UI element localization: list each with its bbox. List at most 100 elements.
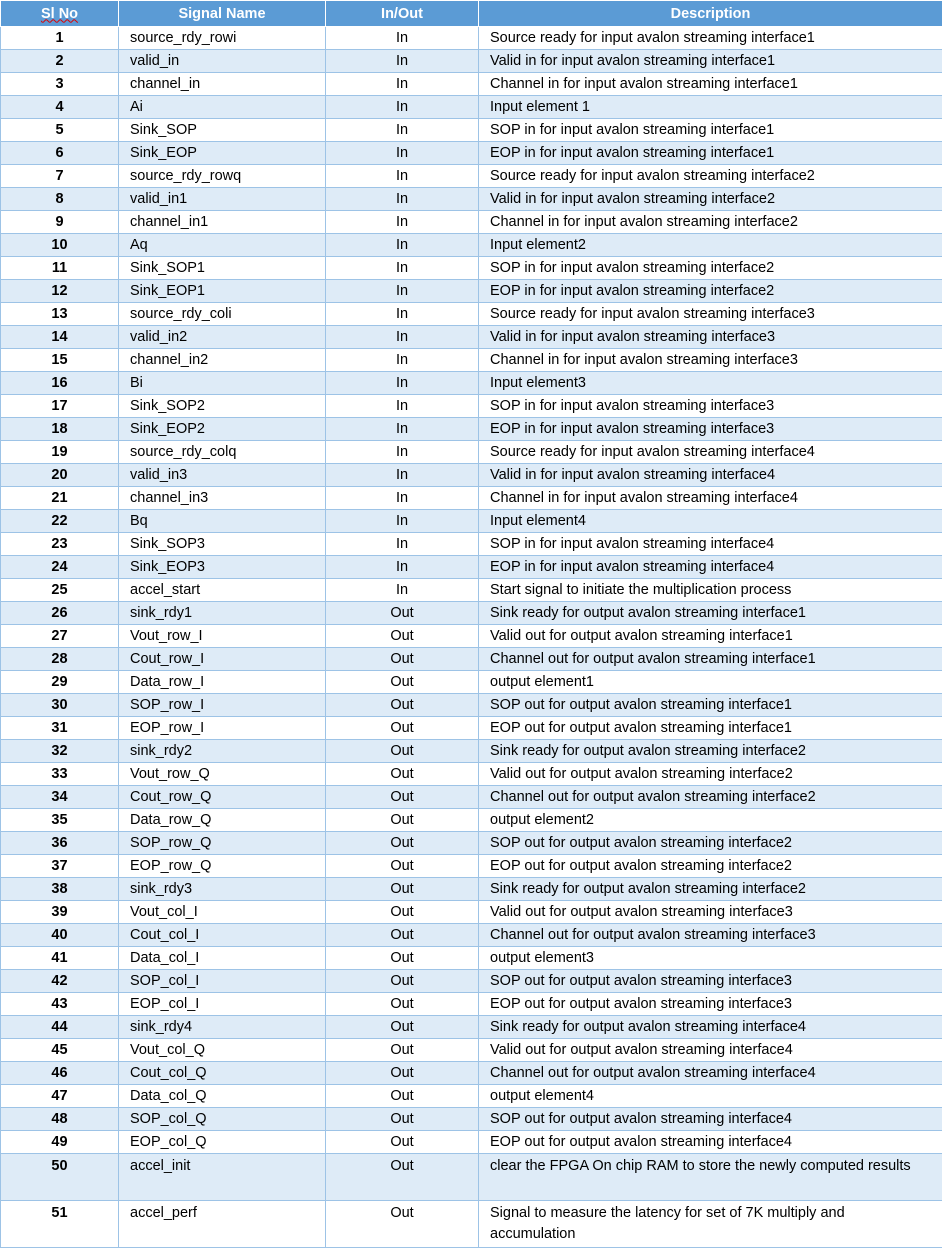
sl-no-cell: 44	[0, 1015, 119, 1039]
signal-name-cell: Sink_SOP	[118, 118, 326, 142]
table-row: 11 Sink_SOP1 In SOP in for input avalon str…	[0, 256, 942, 280]
table-row: 34 Cout_row_Q Out Channel out for output av…	[0, 785, 942, 809]
sl-no-cell: 23	[0, 532, 119, 556]
sl-no-cell: 27	[0, 624, 119, 648]
signal-name-cell: Cout_row_Q	[118, 785, 326, 809]
description-cell: Source ready for input avalon streaming …	[478, 440, 942, 464]
sl-no-cell: 18	[0, 417, 119, 441]
in-out-cell: Out	[325, 1061, 479, 1085]
in-out-cell: Out	[325, 854, 479, 878]
table-row: 10 Aq In Input element2	[0, 233, 942, 257]
description-cell: EOP in for input avalon streaming interf…	[478, 141, 942, 165]
in-out-cell: In	[325, 164, 479, 188]
table-row: 46 Cout_col_Q Out Channel out for output av…	[0, 1061, 942, 1085]
in-out-cell: Out	[325, 762, 479, 786]
in-out-cell: In	[325, 532, 479, 556]
table-row: 14 valid_in2 In Valid in for input avalon s…	[0, 325, 942, 349]
signal-name-cell: SOP_row_I	[118, 693, 326, 717]
description-cell: clear the FPGA On chip RAM to store the …	[478, 1153, 942, 1201]
in-out-cell: Out	[325, 1200, 479, 1248]
in-out-cell: In	[325, 440, 479, 464]
description-cell: Valid out for output avalon streaming in…	[478, 900, 942, 924]
in-out-cell: Out	[325, 624, 479, 648]
description-cell: Channel in for input avalon streaming in…	[478, 210, 942, 234]
table-row: 44 sink_rdy4 Out Sink ready for output aval…	[0, 1015, 942, 1039]
signal-name-cell: Cout_col_Q	[118, 1061, 326, 1085]
in-out-cell: Out	[325, 831, 479, 855]
signal-name-cell: Bi	[118, 371, 326, 395]
signal-name-cell: channel_in3	[118, 486, 326, 510]
sl-no-cell: 7	[0, 164, 119, 188]
sl-no-cell: 13	[0, 302, 119, 326]
description-cell: output element3	[478, 946, 942, 970]
in-out-cell: Out	[325, 1107, 479, 1131]
in-out-cell: Out	[325, 693, 479, 717]
table-row: 21 channel_in3 In Channel in for input aval…	[0, 486, 942, 510]
signal-name-cell: Ai	[118, 95, 326, 119]
description-cell: Sink ready for output avalon streaming i…	[478, 601, 942, 625]
sl-no-cell: 19	[0, 440, 119, 464]
in-out-cell: In	[325, 26, 479, 50]
description-cell: Channel out for output avalon streaming …	[478, 1061, 942, 1085]
description-cell: Source ready for input avalon streaming …	[478, 302, 942, 326]
in-out-cell: In	[325, 256, 479, 280]
description-cell: SOP in for input avalon streaming interf…	[478, 256, 942, 280]
in-out-cell: Out	[325, 1153, 479, 1201]
signal-name-cell: valid_in1	[118, 187, 326, 211]
sl-no-cell: 4	[0, 95, 119, 119]
sl-no-cell: 35	[0, 808, 119, 832]
sl-no-cell: 51	[0, 1200, 119, 1248]
table-row: 36 SOP_row_Q Out SOP out for output avalon …	[0, 831, 942, 855]
in-out-cell: Out	[325, 900, 479, 924]
signal-name-cell: Sink_EOP1	[118, 279, 326, 303]
description-cell: Channel in for input avalon streaming in…	[478, 486, 942, 510]
signal-name-cell: Sink_EOP3	[118, 555, 326, 579]
sl-no-cell: 47	[0, 1084, 119, 1108]
signal-name-cell: Bq	[118, 509, 326, 533]
signal-name-cell: accel_init	[118, 1153, 326, 1201]
signal-name-cell: channel_in	[118, 72, 326, 96]
description-cell: Input element2	[478, 233, 942, 257]
signal-name-cell: Cout_row_I	[118, 647, 326, 671]
in-out-cell: In	[325, 141, 479, 165]
description-cell: Source ready for input avalon streaming …	[478, 164, 942, 188]
sl-no-cell: 36	[0, 831, 119, 855]
in-out-cell: Out	[325, 923, 479, 947]
description-cell: Valid in for input avalon streaming inte…	[478, 463, 942, 487]
signal-name-cell: source_rdy_rowq	[118, 164, 326, 188]
table-row: 35 Data_row_Q Out output element2	[0, 808, 942, 832]
description-cell: Valid out for output avalon streaming in…	[478, 762, 942, 786]
signal-name-cell: Vout_row_I	[118, 624, 326, 648]
in-out-cell: In	[325, 302, 479, 326]
sl-no-cell: 48	[0, 1107, 119, 1131]
table-row: 15 channel_in2 In Channel in for input aval…	[0, 348, 942, 372]
table-row: 17 Sink_SOP2 In SOP in for input avalon str…	[0, 394, 942, 418]
in-out-cell: In	[325, 463, 479, 487]
description-cell: Channel in for input avalon streaming in…	[478, 348, 942, 372]
in-out-cell: Out	[325, 739, 479, 763]
table-row: 19 source_rdy_colq In Source ready for inpu…	[0, 440, 942, 464]
signal-name-cell: channel_in1	[118, 210, 326, 234]
description-cell: SOP out for output avalon streaming inte…	[478, 969, 942, 993]
in-out-cell: In	[325, 49, 479, 73]
sl-no-cell: 22	[0, 509, 119, 533]
table-row: 28 Cout_row_I Out Channel out for output av…	[0, 647, 942, 671]
signal-name-cell: Data_col_Q	[118, 1084, 326, 1108]
sl-no-cell: 46	[0, 1061, 119, 1085]
description-cell: Channel in for input avalon streaming in…	[478, 72, 942, 96]
description-cell: output element4	[478, 1084, 942, 1108]
signal-name-cell: Aq	[118, 233, 326, 257]
sl-no-cell: 11	[0, 256, 119, 280]
sl-no-cell: 10	[0, 233, 119, 257]
signal-name-cell: Data_row_I	[118, 670, 326, 694]
signal-name-cell: Vout_row_Q	[118, 762, 326, 786]
sl-no-cell: 49	[0, 1130, 119, 1154]
table-row: 42 SOP_col_I Out SOP out for output avalon …	[0, 969, 942, 993]
in-out-cell: Out	[325, 601, 479, 625]
header-row: Sl No Signal Name In/Out Description	[0, 0, 942, 27]
signal-name-cell: EOP_row_I	[118, 716, 326, 740]
table-row: 31 EOP_row_I Out EOP out for output avalon …	[0, 716, 942, 740]
table-row: 4 Ai In Input element 1	[0, 95, 942, 119]
signal-name-cell: Sink_EOP	[118, 141, 326, 165]
table-row: 51 accel_perf Out Signal to measure the lat…	[0, 1200, 942, 1248]
